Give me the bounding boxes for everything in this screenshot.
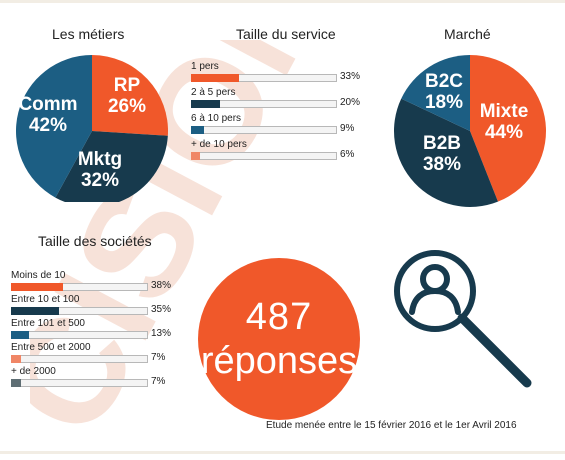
bar-track [191, 126, 337, 134]
slice-value: 18% [425, 92, 463, 113]
bar-category-label: 6 à 10 pers [191, 113, 242, 124]
responses-label: réponses [200, 340, 358, 382]
slice-label: RP [114, 75, 141, 96]
responses-count: 487 [245, 296, 313, 338]
responses-circle: 487 réponses [198, 258, 360, 420]
chart-title-taille-service: Taille du service [236, 26, 336, 42]
bar-category-label: Entre 10 et 100 [11, 294, 80, 305]
bar-value-label: 13% [151, 328, 172, 339]
slice-value: 32% [81, 170, 119, 191]
bar-track [11, 355, 148, 363]
slice-label: Comm [18, 94, 77, 115]
bar-fill [191, 126, 205, 134]
bar-category-label: Moins de 10 [11, 270, 66, 281]
bar-value-label: 6% [340, 149, 355, 160]
bar-track [191, 152, 337, 160]
study-footnote: Etude menée entre le 15 février 2016 et … [266, 420, 517, 431]
bar-value-label: 9% [340, 123, 355, 134]
bar-value-label: 35% [151, 304, 172, 315]
bar-track [11, 379, 148, 387]
pie-slice-b2c [401, 55, 470, 131]
bar-fill [11, 307, 59, 315]
bar-fill [191, 74, 240, 82]
bar-value-label: 7% [151, 352, 166, 363]
bar-category-label: 1 pers [191, 61, 219, 72]
chart-title-taille-societes: Taille des sociétés [38, 233, 152, 249]
slice-value: 42% [29, 115, 67, 136]
bar-value-label: 7% [151, 376, 166, 387]
bar-category-label: + de 10 pers [191, 139, 247, 150]
pie-slice-mixte [470, 55, 546, 202]
bar-track [11, 283, 148, 291]
bar-fill [11, 355, 21, 363]
bar-fill [11, 331, 29, 339]
slice-value: 26% [108, 96, 146, 117]
pie-slice-comm [16, 55, 92, 198]
bar-category-label: Entre 101 et 500 [11, 318, 85, 329]
slice-value: 38% [423, 154, 461, 175]
bar-track [11, 331, 148, 339]
bottom-border [0, 451, 565, 454]
chart-title-metiers: Les métiers [52, 26, 125, 42]
bar-fill [11, 283, 64, 291]
bar-value-label: 33% [340, 71, 361, 82]
top-border [0, 0, 565, 3]
bar-track [11, 307, 148, 315]
slice-label: B2B [423, 133, 461, 154]
user-search-icon [394, 250, 532, 388]
chart-title-marche: Marché [444, 26, 491, 42]
pie-slice-b2b [394, 98, 498, 207]
bar-fill [191, 100, 221, 108]
bar-fill [191, 152, 200, 160]
bar-track [191, 74, 337, 82]
bar-fill [11, 379, 21, 387]
bar-category-label: + de 2000 [11, 366, 56, 377]
slice-label: Mixte [480, 101, 529, 122]
slice-label: B2C [425, 71, 463, 92]
slice-label: Mktg [78, 149, 122, 170]
bar-track [191, 100, 337, 108]
bar-value-label: 20% [340, 97, 361, 108]
slice-value: 44% [485, 122, 523, 143]
bar-value-label: 38% [151, 280, 172, 291]
pie-slice-rp [92, 55, 168, 136]
bar-category-label: 2 à 5 pers [191, 87, 236, 98]
bar-category-label: Entre 500 et 2000 [11, 342, 91, 353]
pie-slice-mktg [55, 131, 168, 202]
